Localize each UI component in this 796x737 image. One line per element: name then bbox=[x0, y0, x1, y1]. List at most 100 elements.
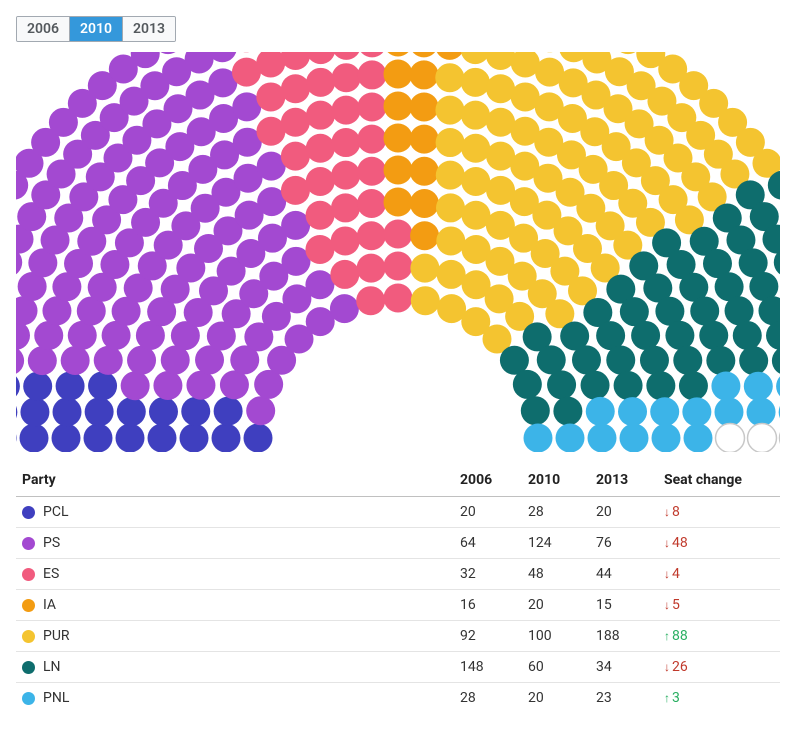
seat-dot bbox=[306, 201, 335, 230]
seat-dot bbox=[436, 193, 465, 222]
party-cell: ES bbox=[16, 559, 454, 590]
seat-dot bbox=[384, 220, 413, 249]
party-swatch bbox=[22, 537, 35, 550]
seat-dot bbox=[127, 346, 156, 375]
seat-dot bbox=[148, 424, 177, 453]
seat-dot bbox=[356, 286, 385, 315]
cell-y2013: 44 bbox=[590, 559, 658, 590]
seat-change: ↓48 bbox=[658, 528, 780, 559]
seat-dot bbox=[556, 424, 585, 453]
seat-dot bbox=[153, 371, 182, 400]
seat-dot bbox=[411, 286, 440, 315]
tab-2013[interactable]: 2013 bbox=[123, 17, 175, 41]
seat-dot bbox=[553, 397, 582, 426]
seat-dot bbox=[281, 108, 310, 137]
seat-dot bbox=[117, 397, 146, 426]
cell-y2013: 76 bbox=[590, 528, 658, 559]
seat-dot bbox=[711, 372, 740, 401]
seat-dot bbox=[384, 92, 413, 121]
seat-dot bbox=[650, 397, 679, 426]
seat-dot bbox=[281, 74, 310, 103]
seat-dot bbox=[306, 167, 335, 196]
seat-dot bbox=[725, 296, 754, 325]
cell-y2013: 34 bbox=[590, 652, 658, 683]
seat-dot bbox=[747, 398, 776, 427]
table-row: PCL202820↓8 bbox=[16, 497, 780, 528]
table-row: PUR92100188↑88 bbox=[16, 621, 780, 652]
seat-dot bbox=[436, 128, 465, 157]
seat-dot bbox=[212, 424, 241, 453]
seat-dot bbox=[357, 93, 386, 122]
tab-2010[interactable]: 2010 bbox=[70, 17, 123, 41]
cell-y2010: 28 bbox=[522, 497, 590, 528]
seat-dot bbox=[384, 124, 413, 153]
seat-dot bbox=[384, 188, 413, 217]
col-party: Party bbox=[16, 464, 454, 497]
seat-change: ↓8 bbox=[658, 497, 780, 528]
arrow-up-icon: ↑ bbox=[664, 691, 670, 705]
seat-dot bbox=[85, 397, 114, 426]
seat-dot bbox=[281, 142, 310, 171]
cell-y2006: 148 bbox=[454, 652, 522, 683]
seat-dot bbox=[410, 254, 439, 283]
seat-dot bbox=[331, 161, 360, 190]
cell-y2013: 23 bbox=[590, 683, 658, 714]
seat-dot bbox=[20, 398, 49, 427]
cell-y2010: 48 bbox=[522, 559, 590, 590]
seat-dot bbox=[779, 398, 780, 427]
seat-dot bbox=[586, 397, 615, 426]
party-name: LN bbox=[43, 659, 61, 675]
seat-dot bbox=[34, 321, 63, 350]
seat-dot bbox=[614, 371, 643, 400]
cell-y2013: 188 bbox=[590, 621, 658, 652]
party-swatch bbox=[22, 630, 35, 643]
seat-dot bbox=[23, 372, 52, 401]
seat-dot bbox=[331, 226, 360, 255]
seat-dot bbox=[16, 398, 17, 427]
seat-change: ↑3 bbox=[658, 683, 780, 714]
seat-dot bbox=[714, 397, 743, 426]
arrow-up-icon: ↑ bbox=[664, 629, 670, 643]
change-value: 3 bbox=[672, 690, 680, 706]
seat-dot bbox=[744, 372, 773, 401]
change-value: 4 bbox=[672, 566, 680, 582]
seat-dot bbox=[410, 93, 439, 122]
seat-dot bbox=[305, 235, 334, 264]
seat-dot bbox=[537, 345, 566, 374]
seat-dot bbox=[149, 397, 178, 426]
arrow-down-icon: ↓ bbox=[664, 505, 670, 519]
tab-2006[interactable]: 2006 bbox=[17, 17, 70, 41]
seat-dot bbox=[358, 52, 387, 57]
seat-dot bbox=[437, 260, 466, 289]
table-row: PNL282023↑3 bbox=[16, 683, 780, 714]
seat-change: ↓26 bbox=[658, 652, 780, 683]
table-row: ES324844↓4 bbox=[16, 559, 780, 590]
seat-dot bbox=[631, 321, 660, 350]
seat-dot bbox=[486, 52, 515, 70]
seat-dot bbox=[53, 397, 82, 426]
col-change: Seat change bbox=[658, 464, 780, 497]
year-tabs: 200620102013 bbox=[16, 16, 176, 42]
seat-dot bbox=[332, 52, 361, 60]
party-name: PUR bbox=[43, 628, 70, 644]
seat-dot bbox=[461, 68, 490, 97]
seat-dot bbox=[588, 424, 617, 453]
seat-change: ↓4 bbox=[658, 559, 780, 590]
seat-dot bbox=[28, 346, 57, 375]
seat-dot bbox=[16, 424, 17, 453]
col-2013: 2013 bbox=[590, 464, 658, 497]
seat-dot bbox=[699, 321, 728, 350]
seat-dot bbox=[88, 371, 117, 400]
seat-dot bbox=[682, 397, 711, 426]
seat-dot bbox=[306, 68, 335, 97]
seat-dot bbox=[384, 52, 413, 57]
seat-dot bbox=[357, 125, 386, 154]
party-cell: PUR bbox=[16, 621, 454, 652]
cell-y2013: 20 bbox=[590, 497, 658, 528]
seat-dot bbox=[384, 60, 413, 89]
party-name: IA bbox=[43, 597, 56, 613]
arrow-down-icon: ↓ bbox=[664, 567, 670, 581]
party-cell: IA bbox=[16, 590, 454, 621]
cell-y2006: 32 bbox=[454, 559, 522, 590]
seat-dot bbox=[220, 370, 249, 399]
